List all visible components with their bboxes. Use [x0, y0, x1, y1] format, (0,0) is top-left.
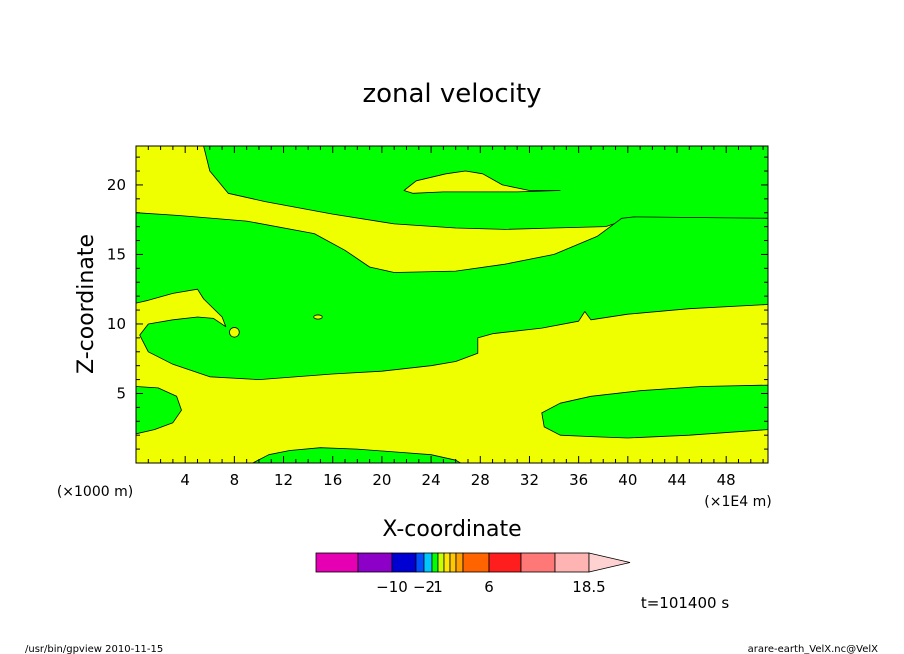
contour-region-middle-band: [136, 212, 768, 380]
x-tick-label: 20: [372, 471, 391, 489]
contour-region-bottom-lobe: [252, 447, 461, 463]
x-tick-label: 16: [323, 471, 342, 489]
plot-frame: [135, 145, 769, 464]
y-tick-label: 5: [116, 384, 126, 402]
colorbar-swatch: [455, 552, 464, 573]
x-tick-label: 28: [471, 471, 490, 489]
colorbar-swatch: [449, 552, 457, 573]
colorbar-swatch: [443, 552, 451, 573]
colorbar-extension: [588, 552, 631, 573]
y-tick-label: 15: [107, 245, 126, 263]
colorbar-swatch: [357, 552, 393, 573]
x-axis-title: X-coordinate: [382, 517, 521, 542]
colorbar: −10 −21 6 18.5: [315, 552, 631, 596]
colorbar-swatch: [437, 552, 445, 573]
contour-region-top-band-hole: [403, 170, 561, 194]
x-tick-label: 48: [717, 471, 736, 489]
colorbar-label: 18.5: [572, 578, 605, 596]
contour-fills: [136, 146, 768, 463]
colorbar-swatch: [415, 552, 425, 573]
y-tick-label: 10: [107, 315, 126, 333]
y-tick-label: 20: [107, 176, 126, 194]
colorbar-label: 6: [484, 578, 494, 596]
footer-right: arare-earth_VelX.nc@VelX: [748, 644, 879, 654]
colorbar-swatch: [431, 552, 439, 573]
x-tick-label: 40: [618, 471, 637, 489]
colorbar-label: 1: [433, 578, 443, 596]
axis-ticks: [136, 146, 768, 463]
colorbar-swatch: [488, 552, 522, 573]
x-tick-label: 8: [230, 471, 240, 489]
x-tick-label: 36: [569, 471, 588, 489]
colorbar-label: −10: [376, 578, 408, 596]
closed-contour-8: [229, 327, 240, 338]
colorbar-label: −2: [413, 578, 435, 596]
colorbar-swatch: [391, 552, 417, 573]
contour-region-right-lower-lobe: [541, 384, 768, 439]
colorbar-swatch: [423, 552, 433, 573]
x-tick-label: 32: [520, 471, 539, 489]
x-tick-label: 44: [667, 471, 686, 489]
x-tick-label: 24: [422, 471, 441, 489]
contour-region-left-lower-lobe: [136, 386, 182, 435]
x-unit-right: (×1E4 m): [704, 494, 771, 510]
colorbar-swatch: [315, 552, 359, 573]
x-tick-label: 4: [180, 471, 190, 489]
colorbar-swatch: [520, 552, 556, 573]
chart-title: zonal velocity: [362, 79, 541, 109]
closed-contour-15: [313, 314, 323, 320]
colorbar-swatch: [462, 552, 490, 573]
footer-left: /usr/bin/gpview 2010-11-15: [25, 644, 163, 654]
x-tick-label: 12: [274, 471, 293, 489]
x-unit-left: (×1000 m): [57, 484, 133, 500]
time-label: t=101400 s: [641, 594, 729, 612]
y-axis-title: Z-coordinate: [74, 234, 99, 374]
colorbar-swatch: [554, 552, 590, 573]
